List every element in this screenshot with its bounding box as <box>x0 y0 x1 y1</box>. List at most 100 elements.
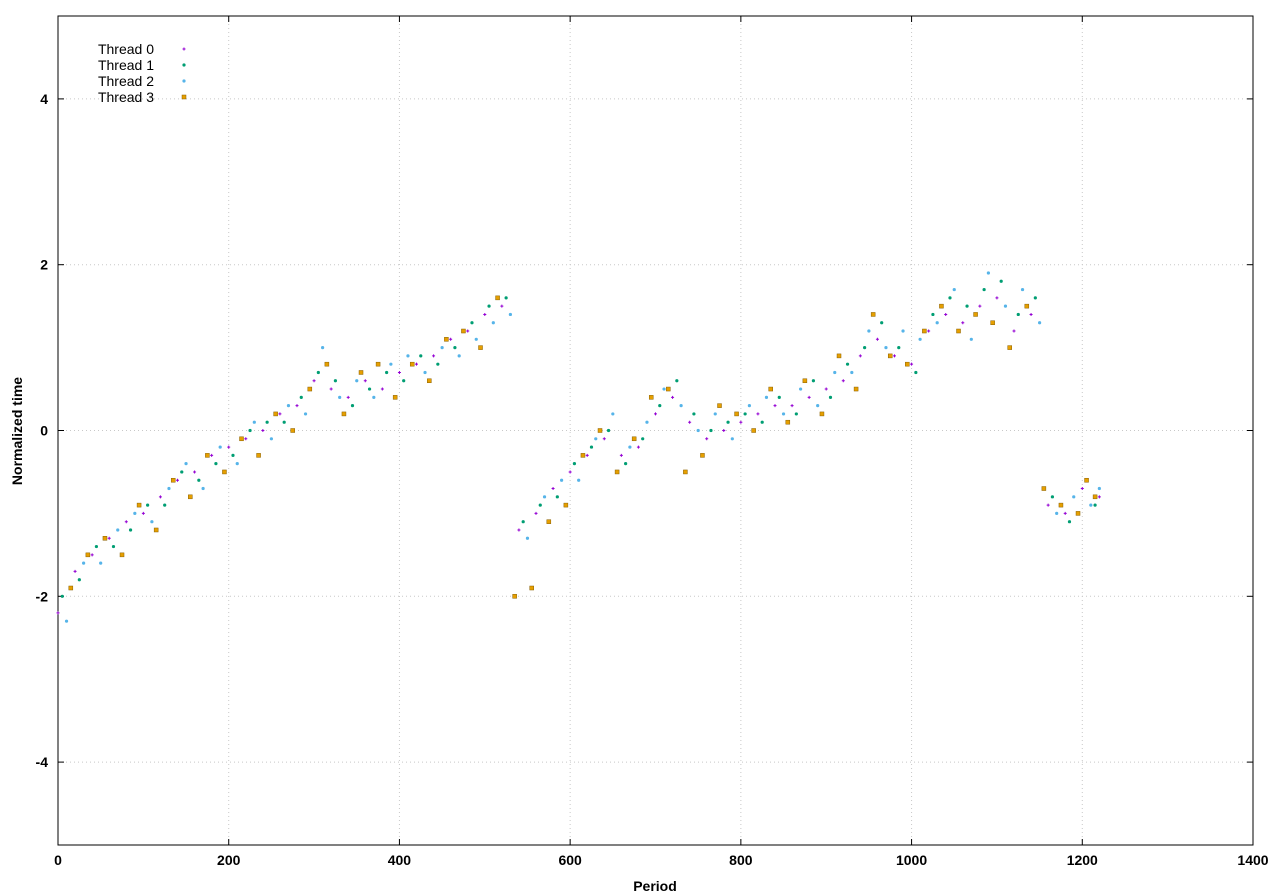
data-point <box>602 437 606 441</box>
x-tick-label: 800 <box>729 852 753 868</box>
data-point <box>944 312 948 316</box>
data-point <box>197 478 201 482</box>
data-point <box>324 361 330 367</box>
data-point <box>210 453 214 457</box>
data-point <box>1097 495 1101 499</box>
data-point <box>235 462 239 466</box>
data-point <box>688 420 692 424</box>
y-axis-label: Normalized time <box>9 377 25 485</box>
data-point <box>897 346 901 350</box>
data-point <box>922 328 927 334</box>
data-point <box>836 353 842 359</box>
data-point <box>781 412 786 416</box>
data-point <box>811 379 816 383</box>
x-tick-label: 1200 <box>1067 852 1098 868</box>
data-point <box>124 520 128 524</box>
data-point <box>1058 502 1064 508</box>
data-point <box>833 370 837 375</box>
data-point <box>346 395 350 399</box>
data-point <box>256 453 261 458</box>
data-point <box>316 370 320 375</box>
data-point <box>504 296 508 300</box>
data-point <box>133 511 137 515</box>
data-point <box>436 362 440 366</box>
data-point <box>261 429 265 432</box>
data-point <box>1003 304 1008 308</box>
data-point <box>222 469 227 475</box>
data-point <box>999 279 1003 283</box>
data-point <box>73 569 77 573</box>
data-point <box>751 428 756 433</box>
data-point <box>321 346 325 350</box>
data-point <box>355 379 359 383</box>
data-point <box>990 320 995 325</box>
data-point <box>205 453 210 458</box>
data-point <box>1033 296 1037 300</box>
data-point <box>1080 487 1084 491</box>
data-point <box>700 453 705 458</box>
data-point <box>965 304 969 308</box>
data-point <box>1046 503 1050 507</box>
data-point <box>282 420 286 424</box>
data-point <box>628 445 632 449</box>
data-point <box>863 346 867 350</box>
data-point <box>111 544 116 549</box>
data-point <box>794 412 798 416</box>
data-point <box>529 585 534 591</box>
data-point <box>1089 503 1093 507</box>
data-point <box>402 379 406 383</box>
data-point <box>231 453 235 457</box>
data-point <box>679 404 683 408</box>
data-point <box>1038 321 1042 325</box>
data-point <box>491 321 495 325</box>
data-point <box>423 370 427 375</box>
data-point <box>910 362 914 366</box>
data-point <box>146 503 150 507</box>
data-point <box>870 312 876 317</box>
data-point <box>534 511 538 515</box>
data-point <box>563 502 569 508</box>
data-point <box>931 312 935 317</box>
data-point <box>128 528 133 532</box>
data-point <box>385 370 389 375</box>
data-point <box>671 395 675 399</box>
data-point <box>341 411 347 417</box>
data-point <box>939 303 944 309</box>
data-point <box>269 437 273 441</box>
data-point <box>1007 345 1012 350</box>
data-point <box>252 420 256 424</box>
data-point <box>487 304 491 308</box>
data-point <box>56 611 60 615</box>
data-point <box>654 412 657 416</box>
data-point <box>508 312 512 317</box>
data-point <box>214 462 218 466</box>
data-point <box>773 404 777 408</box>
y-tick-label: 0 <box>40 423 48 439</box>
data-point <box>363 379 367 383</box>
data-point <box>180 470 184 474</box>
data-point <box>747 404 751 408</box>
data-point <box>167 486 171 491</box>
data-point <box>850 370 854 375</box>
data-point <box>77 578 81 582</box>
data-point <box>107 536 111 540</box>
data-point <box>500 304 504 308</box>
data-point <box>935 321 939 325</box>
data-point <box>901 329 905 333</box>
data-point <box>227 445 231 449</box>
data-point <box>648 395 654 400</box>
data-point <box>409 361 415 367</box>
data-point <box>1072 495 1076 499</box>
x-axis-label: Period <box>633 878 677 894</box>
data-point <box>918 337 922 341</box>
data-point <box>278 412 282 416</box>
data-point <box>1063 511 1067 515</box>
data-point <box>995 296 999 300</box>
grid <box>58 16 1253 845</box>
legend-label: Thread 0 <box>98 41 154 57</box>
data-point <box>350 404 355 408</box>
plot-frame <box>57 15 1254 846</box>
data-point <box>802 378 808 384</box>
y-tick-label: -2 <box>36 588 49 604</box>
data-point <box>307 386 313 392</box>
